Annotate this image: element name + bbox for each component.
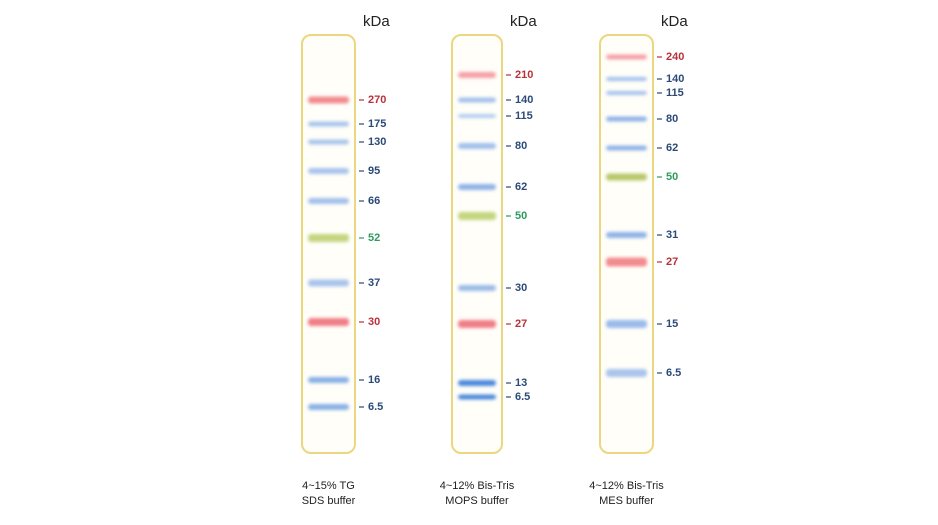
band-label: 50 [515, 210, 527, 222]
band [606, 145, 647, 151]
unit-label: kDa [661, 13, 688, 30]
band [458, 97, 496, 103]
band [458, 285, 496, 291]
lane: kDa 240 140 115 80 62 50 31 27 15 6.5 4~12% Bis-Tri… [589, 13, 688, 507]
band-label: 95 [368, 165, 380, 177]
band [606, 91, 647, 95]
band-label: 15 [666, 318, 678, 330]
band-label: 50 [666, 171, 678, 183]
unit-label: kDa [510, 13, 537, 30]
band-label: 30 [515, 282, 527, 294]
band [458, 394, 496, 400]
band [458, 212, 496, 220]
band-label: 80 [515, 140, 527, 152]
band [308, 168, 349, 174]
band-label: 62 [515, 181, 527, 193]
band [308, 404, 349, 410]
band [458, 114, 496, 118]
band [606, 116, 647, 122]
lane-caption: 4~12% Bis-Tris [589, 480, 664, 492]
band-label: 140 [666, 73, 684, 85]
band-label: 140 [515, 94, 533, 106]
band-label: 30 [368, 316, 380, 328]
band-label: 37 [368, 277, 380, 289]
lane-frame [599, 34, 654, 454]
band-label: 52 [368, 232, 380, 244]
band [606, 320, 647, 328]
lane: kDa 270 175 130 95 66 52 37 30 16 6.5 4~15% TG SDS b… [301, 13, 390, 507]
band [308, 318, 349, 326]
band-label: 27 [515, 318, 527, 330]
band-label: 13 [515, 377, 527, 389]
band [606, 54, 647, 60]
lane-caption: 4~12% Bis-Tris [440, 480, 515, 492]
lane-caption: 4~15% TG [302, 480, 355, 492]
lane-caption: SDS buffer [302, 495, 356, 507]
band-label: 31 [666, 229, 678, 241]
band-label: 6.5 [515, 391, 530, 403]
band [458, 143, 496, 149]
lane-caption: MES buffer [599, 495, 654, 507]
band [606, 369, 647, 377]
band [308, 198, 349, 204]
band-label: 115 [666, 87, 684, 99]
band [308, 96, 349, 104]
lane: kDa 210 140 115 80 62 50 30 27 13 6.5 4~12% Bis-Tri… [440, 13, 538, 507]
band [308, 377, 349, 383]
band [458, 320, 496, 328]
band-label: 240 [666, 51, 684, 63]
band-label: 66 [368, 195, 380, 207]
band [308, 234, 349, 242]
band-label: 16 [368, 374, 380, 386]
band [606, 232, 647, 238]
band [308, 279, 349, 287]
band [458, 184, 496, 190]
band-label: 270 [368, 94, 386, 106]
band [308, 139, 349, 145]
band-label: 27 [666, 256, 678, 268]
band-label: 62 [666, 142, 678, 154]
lane-caption: MOPS buffer [445, 495, 509, 507]
lane-frame [451, 34, 503, 454]
band [458, 72, 496, 78]
band-label: 130 [368, 136, 386, 148]
band [606, 257, 647, 267]
band-label: 6.5 [368, 401, 383, 413]
band [308, 121, 349, 127]
unit-label: kDa [363, 13, 390, 30]
band-label: 6.5 [666, 367, 681, 379]
band [606, 173, 647, 181]
band-label: 210 [515, 69, 533, 81]
band [458, 380, 496, 386]
band-label: 175 [368, 118, 386, 130]
band-label: 80 [666, 113, 678, 125]
band-label: 115 [515, 110, 533, 122]
band [606, 77, 647, 81]
